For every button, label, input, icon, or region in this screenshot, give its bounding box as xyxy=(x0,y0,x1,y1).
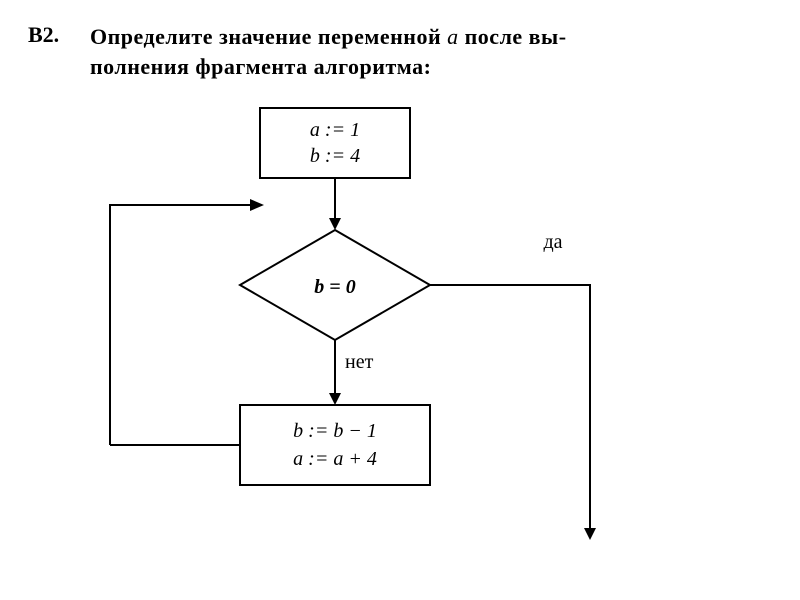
node-init-line2: b := 4 xyxy=(310,145,360,167)
label-yes: да xyxy=(543,231,562,253)
node-body xyxy=(240,405,430,485)
node-body-line2: a := a + 4 xyxy=(293,448,377,470)
label-no: нет xyxy=(345,351,374,373)
arrowhead-loop-merge xyxy=(250,199,264,211)
page: B2. Определите значение переменной a пос… xyxy=(0,0,800,600)
flowchart: a := 1 b := 4 b = 0 да нет b := b − 1 a … xyxy=(0,0,800,600)
node-cond-text: b = 0 xyxy=(314,276,355,298)
node-init-line1: a := 1 xyxy=(310,119,360,141)
node-body-line1: b := b − 1 xyxy=(293,420,377,442)
edge-loop-back-upper xyxy=(110,205,260,445)
edge-yes xyxy=(430,285,590,538)
